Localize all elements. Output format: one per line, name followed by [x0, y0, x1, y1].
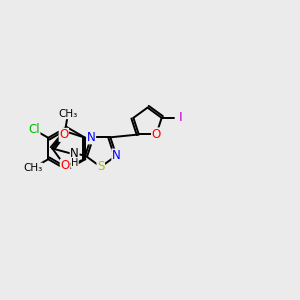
Text: I: I: [179, 111, 183, 124]
Text: N: N: [70, 147, 79, 160]
Text: N: N: [112, 149, 121, 162]
Text: CH₃: CH₃: [58, 109, 78, 118]
Text: H: H: [71, 158, 78, 168]
Text: O: O: [59, 128, 68, 141]
Text: O: O: [60, 159, 70, 172]
Text: Cl: Cl: [28, 123, 40, 136]
Text: CH₃: CH₃: [23, 163, 42, 173]
Text: S: S: [97, 160, 104, 173]
Text: N: N: [87, 131, 95, 144]
Text: O: O: [152, 128, 161, 141]
